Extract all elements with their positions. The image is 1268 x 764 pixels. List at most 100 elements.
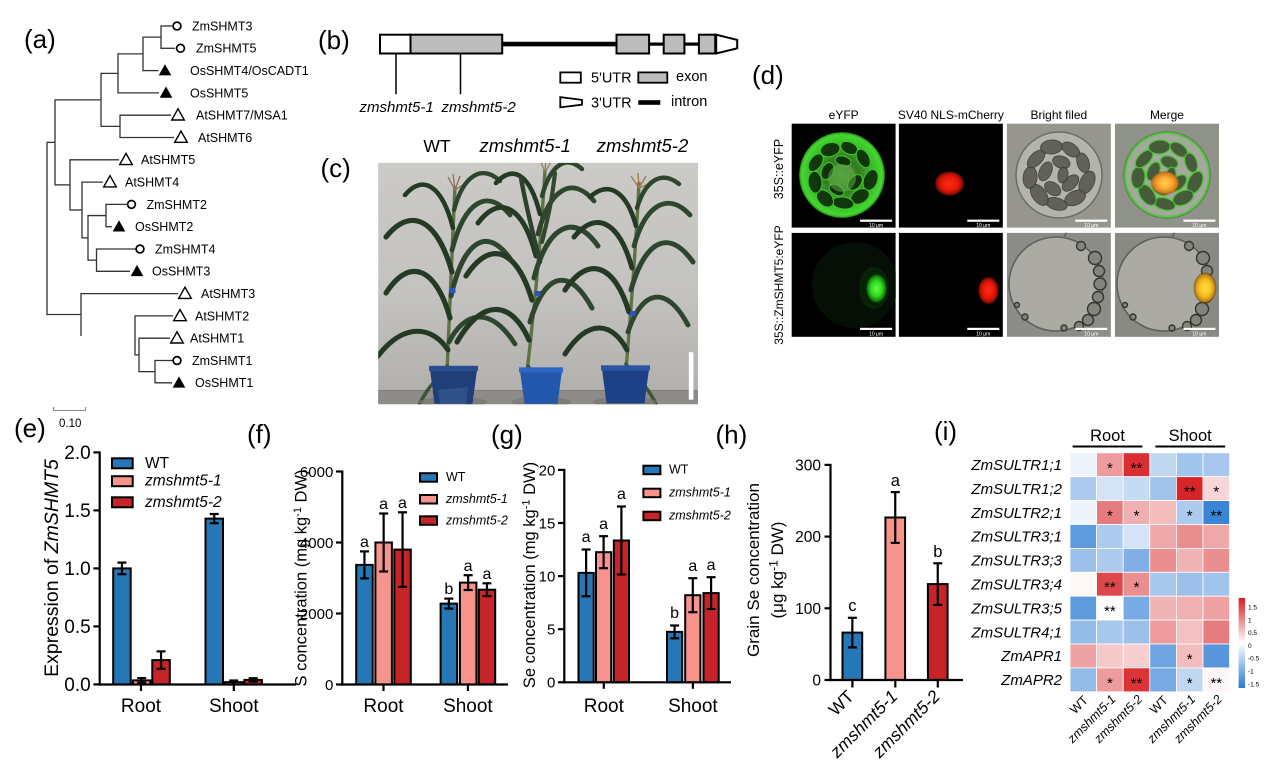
svg-text:OsSHMT5: OsSHMT5 — [190, 86, 248, 100]
svg-text:10 μm: 10 μm — [976, 223, 990, 229]
svg-text:*: * — [1107, 460, 1113, 477]
svg-text:Bright filed: Bright filed — [1030, 108, 1087, 122]
svg-text:OsSHMT3: OsSHMT3 — [152, 265, 210, 279]
svg-text:*: * — [1134, 579, 1140, 596]
svg-text:(μg kg-1 DW): (μg kg-1 DW) — [767, 522, 788, 619]
svg-text:ZmSULTR3;5: ZmSULTR3;5 — [970, 600, 1062, 617]
svg-text:20: 20 — [539, 462, 556, 479]
svg-text:OsSHMT4/OsCADT1: OsSHMT4/OsCADT1 — [190, 64, 309, 78]
svg-text:ZmSHMT5: ZmSHMT5 — [196, 42, 256, 56]
svg-text:**: ** — [1104, 603, 1116, 620]
svg-text:ZmSULTR3;4: ZmSULTR3;4 — [970, 576, 1062, 593]
svg-text:OsSHMT2: OsSHMT2 — [135, 220, 193, 234]
svg-text:AtSHMT2: AtSHMT2 — [195, 309, 249, 323]
svg-text:35S::ZmSHMT5:eYFP: 35S::ZmSHMT5:eYFP — [772, 225, 786, 344]
svg-text:0.10: 0.10 — [59, 418, 81, 430]
svg-text:OsSHMT1: OsSHMT1 — [195, 376, 253, 390]
svg-text:0: 0 — [325, 677, 333, 694]
svg-text:intron: intron — [671, 94, 707, 110]
svg-text:zmshmt5-1: zmshmt5-1 — [144, 473, 222, 490]
svg-text:a: a — [617, 486, 626, 503]
svg-text:*: * — [1107, 675, 1113, 692]
svg-text:AtSHMT7/MSA1: AtSHMT7/MSA1 — [196, 109, 288, 123]
svg-text:ZmSULTR3;3: ZmSULTR3;3 — [970, 553, 1062, 570]
svg-text:Shoot: Shoot — [209, 696, 259, 717]
svg-text:*: * — [1187, 675, 1193, 692]
svg-text:zmshmt5-2: zmshmt5-2 — [596, 135, 689, 156]
svg-text:**: ** — [1210, 675, 1222, 692]
svg-text:b: b — [933, 543, 942, 561]
svg-text:(h): (h) — [716, 420, 748, 450]
svg-text:1: 1 — [1248, 617, 1252, 624]
svg-text:zmshmt5-2: zmshmt5-2 — [668, 509, 731, 523]
svg-text:10 μm: 10 μm — [869, 331, 883, 337]
svg-text:0.0: 0.0 — [64, 675, 90, 696]
svg-text:(i): (i) — [934, 416, 957, 446]
svg-text:ZmSHMT4: ZmSHMT4 — [155, 242, 215, 256]
svg-text:c: c — [848, 597, 856, 615]
svg-text:**: ** — [1104, 579, 1116, 596]
svg-text:100: 100 — [795, 601, 821, 618]
svg-text:a: a — [582, 529, 591, 546]
svg-text:*: * — [1187, 508, 1193, 525]
svg-text:ZmAPR2: ZmAPR2 — [1000, 672, 1063, 689]
svg-text:WT: WT — [669, 463, 689, 477]
svg-text:zmshmt5-1: zmshmt5-1 — [445, 492, 508, 506]
svg-text:35S::eYFP: 35S::eYFP — [772, 139, 786, 199]
svg-text:zmshmt5-1: zmshmt5-1 — [359, 99, 434, 116]
svg-text:zmshmt5-2: zmshmt5-2 — [144, 494, 222, 511]
svg-text:ZmSULTR2;1: ZmSULTR2;1 — [970, 505, 1062, 522]
svg-text:0.5: 0.5 — [1248, 630, 1257, 637]
svg-text:AtSHMT6: AtSHMT6 — [198, 131, 252, 145]
svg-text:(d): (d) — [752, 60, 784, 90]
svg-text:*: * — [1107, 508, 1113, 525]
svg-text:10 μm: 10 μm — [869, 223, 883, 229]
svg-text:SV40 NLS-mCherry: SV40 NLS-mCherry — [898, 108, 1004, 122]
svg-text:10: 10 — [539, 569, 556, 586]
svg-text:Grain Se concentration: Grain Se concentration — [744, 483, 763, 657]
svg-text:0.5: 0.5 — [64, 617, 90, 638]
svg-text:Shoot: Shoot — [1169, 427, 1213, 445]
svg-text:**: ** — [1131, 675, 1143, 692]
svg-text:0: 0 — [1248, 643, 1252, 650]
svg-text:a: a — [688, 558, 697, 575]
svg-text:ZmAPR1: ZmAPR1 — [1000, 648, 1062, 665]
svg-text:Shoot: Shoot — [668, 696, 718, 717]
svg-text:5'UTR: 5'UTR — [591, 71, 632, 87]
svg-text:ZmSULTR4;1: ZmSULTR4;1 — [970, 624, 1062, 641]
svg-text:a: a — [891, 472, 901, 490]
svg-text:1.5: 1.5 — [1248, 605, 1257, 612]
svg-text:Root: Root — [1090, 427, 1125, 445]
svg-text:exon: exon — [676, 69, 707, 85]
svg-text:AtSHMT5: AtSHMT5 — [141, 153, 195, 167]
svg-text:**: ** — [1210, 508, 1222, 525]
svg-text:AtSHMT4: AtSHMT4 — [125, 176, 179, 190]
svg-text:10 μm: 10 μm — [1084, 331, 1098, 337]
svg-text:zmshmt5-1: zmshmt5-1 — [478, 135, 571, 156]
svg-text:ZmSULTR1;2: ZmSULTR1;2 — [970, 481, 1062, 498]
svg-text:Expression of ZmSHMT5: Expression of ZmSHMT5 — [41, 459, 63, 677]
svg-text:a: a — [379, 496, 388, 513]
svg-text:6000: 6000 — [300, 464, 333, 481]
svg-text:(c): (c) — [321, 153, 351, 183]
svg-text:AtSHMT3: AtSHMT3 — [201, 287, 255, 301]
svg-text:(b): (b) — [318, 25, 350, 55]
svg-text:ZmSHMT2: ZmSHMT2 — [147, 198, 207, 212]
svg-text:Root: Root — [363, 696, 404, 717]
svg-text:a: a — [398, 495, 407, 512]
svg-text:*: * — [1187, 651, 1193, 668]
svg-text:Root: Root — [584, 696, 625, 717]
svg-text:200: 200 — [795, 529, 821, 546]
svg-text:1.0: 1.0 — [64, 559, 90, 580]
svg-text:Root: Root — [121, 696, 162, 717]
svg-text:zmshmt5-2: zmshmt5-2 — [441, 99, 517, 116]
svg-text:300: 300 — [795, 457, 821, 474]
svg-text:ZmSULTR1;1: ZmSULTR1;1 — [970, 457, 1062, 474]
svg-text:ZmSULTR3;1: ZmSULTR3;1 — [970, 529, 1062, 546]
svg-text:15: 15 — [539, 515, 556, 532]
svg-text:0: 0 — [812, 673, 821, 690]
svg-text:ZmSHMT3: ZmSHMT3 — [192, 19, 252, 33]
svg-text:-1.5: -1.5 — [1248, 681, 1260, 688]
svg-text:-1: -1 — [1248, 669, 1254, 676]
svg-text:**: ** — [1131, 460, 1143, 477]
